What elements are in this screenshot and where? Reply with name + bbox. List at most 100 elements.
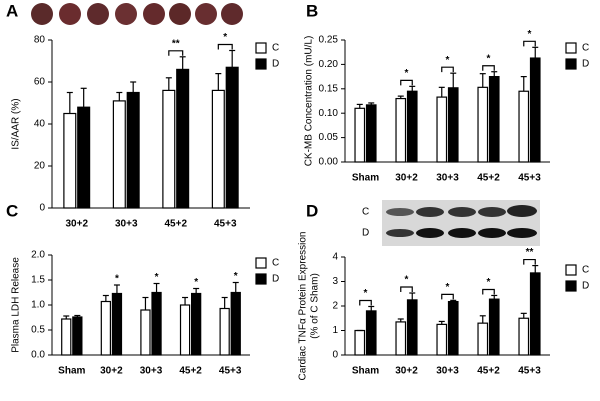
- bar: [447, 300, 459, 356]
- x-tick-label: 45+2: [477, 173, 500, 184]
- x-tick-label: 45+3: [214, 219, 237, 230]
- y-tick-label: 0.00: [319, 157, 339, 168]
- x-tick-label: 45+2: [477, 366, 500, 377]
- significance-label: *: [115, 274, 119, 285]
- blot-label: D: [362, 228, 369, 239]
- legend-label: C: [272, 258, 279, 269]
- x-tick-label: 45+2: [164, 219, 187, 230]
- significance-bracket: [168, 50, 184, 56]
- significance-bracket: [359, 299, 372, 306]
- bar: [230, 291, 241, 356]
- significance-bracket: [482, 65, 495, 71]
- significance-label: *: [528, 29, 532, 40]
- significance-bracket: [441, 293, 454, 300]
- y-tick-label: 0.05: [319, 132, 339, 143]
- western-blot: [382, 200, 540, 246]
- significance-label: *: [234, 271, 238, 282]
- bar: [225, 66, 239, 209]
- x-tick-label: Sham: [352, 173, 379, 184]
- x-tick-label: 45+2: [179, 366, 202, 377]
- significance-bracket: [523, 40, 536, 47]
- x-tick-label: 45+3: [518, 173, 541, 184]
- legend-label: D: [582, 281, 589, 292]
- bar: [436, 323, 448, 356]
- bar: [477, 86, 489, 163]
- panel-letter: A: [6, 1, 18, 20]
- x-tick-label: 30+3: [140, 366, 163, 377]
- x-tick-label: 45+3: [219, 366, 242, 377]
- bar: [126, 91, 140, 209]
- significance-label: *: [223, 32, 227, 43]
- bar: [365, 310, 377, 356]
- bar: [219, 307, 230, 356]
- significance-label: *: [487, 53, 491, 64]
- y-tick-label: 0.10: [319, 108, 339, 119]
- bar: [529, 57, 541, 163]
- bar: [100, 300, 111, 356]
- bar: [211, 89, 225, 209]
- bar: [140, 309, 151, 356]
- significance-label: *: [364, 288, 368, 299]
- y-tick-label: 40: [34, 119, 46, 130]
- bar: [518, 317, 530, 356]
- bar: [176, 68, 190, 209]
- blot-label: C: [362, 207, 369, 218]
- bar: [354, 329, 366, 356]
- significance-label: *: [194, 277, 198, 288]
- significance-label: *: [405, 275, 409, 286]
- bar: [436, 96, 448, 163]
- legend-label: D: [272, 274, 279, 285]
- significance-label: *: [446, 55, 450, 66]
- y-axis-label: CK-MB Concentration (mU/L): [304, 36, 315, 167]
- y-axis-label: Cardiac TNFα Protein Expression: [298, 232, 309, 381]
- bar: [63, 112, 77, 209]
- significance-label: *: [155, 272, 159, 283]
- legend-label: C: [582, 265, 589, 276]
- legend-label: C: [582, 43, 589, 54]
- bar: [179, 304, 191, 356]
- legend-swatch: [255, 257, 267, 269]
- legend-swatch: [255, 42, 267, 54]
- x-tick-label: 30+3: [115, 219, 138, 230]
- bar: [518, 90, 530, 163]
- bar: [488, 298, 500, 356]
- bar: [406, 299, 418, 356]
- y-axis-label: IS/AAR (%): [11, 98, 22, 149]
- bar: [72, 316, 83, 356]
- significance-label: **: [172, 38, 180, 49]
- y-tick-label: 3: [332, 276, 338, 287]
- bar: [365, 104, 377, 163]
- x-tick-label: Sham: [352, 366, 379, 377]
- panel-letter: B: [306, 1, 318, 20]
- bar: [151, 291, 162, 356]
- y-tick-label: 20: [34, 161, 46, 172]
- y-tick-label: 0.25: [319, 35, 339, 46]
- y-tick-label: 60: [34, 77, 46, 88]
- bar: [112, 100, 126, 209]
- x-tick-label: 30+3: [436, 366, 459, 377]
- y-tick-label: 2: [332, 301, 338, 312]
- legend-label: D: [272, 59, 279, 70]
- significance-bracket: [400, 79, 413, 86]
- bar: [395, 97, 407, 163]
- legend-swatch: [565, 58, 577, 70]
- y-tick-label: 0.0: [31, 350, 45, 361]
- y-tick-label: 0.5: [31, 325, 45, 336]
- bar: [406, 90, 418, 163]
- heart-images: [31, 3, 243, 25]
- bar: [111, 292, 123, 356]
- x-tick-label: 30+2: [100, 366, 123, 377]
- y-tick-label: 1.5: [31, 275, 45, 286]
- legend-label: D: [582, 59, 589, 70]
- x-tick-label: 30+2: [65, 219, 88, 230]
- bar: [162, 89, 176, 209]
- y-tick-label: 80: [34, 35, 46, 46]
- y-tick-label: 0: [332, 350, 338, 361]
- bar: [447, 87, 459, 163]
- x-tick-label: 45+3: [518, 366, 541, 377]
- bar: [529, 272, 541, 356]
- significance-label: *: [405, 68, 409, 79]
- bar: [354, 107, 366, 163]
- bar: [488, 75, 500, 163]
